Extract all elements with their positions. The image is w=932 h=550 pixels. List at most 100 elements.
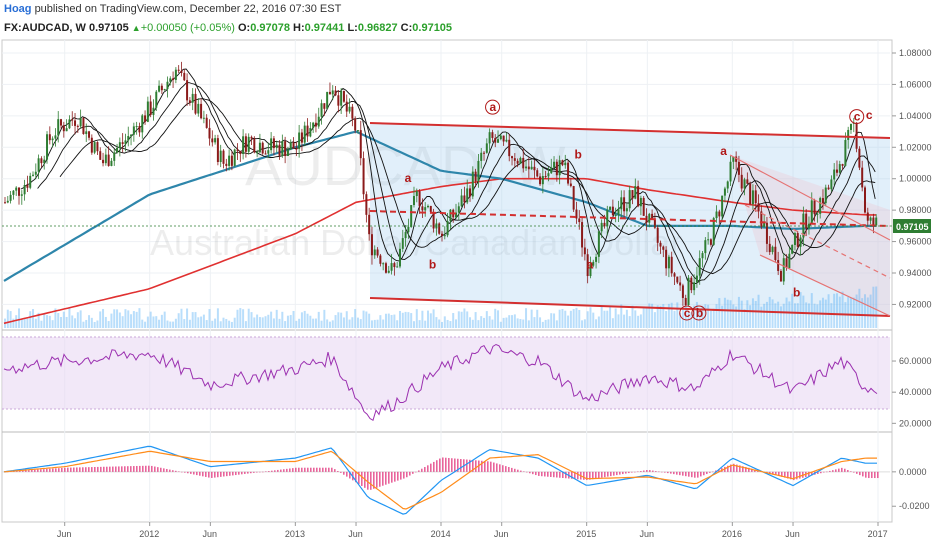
volume-bar bbox=[116, 309, 119, 328]
candle-body bbox=[426, 205, 429, 208]
candle-body bbox=[628, 190, 631, 209]
volume-bar bbox=[188, 319, 191, 328]
volume-bar bbox=[12, 318, 15, 328]
macd-hist-bar bbox=[556, 471, 558, 478]
volume-bar bbox=[314, 318, 317, 328]
candle-body bbox=[292, 142, 295, 149]
volume-bar bbox=[600, 306, 603, 328]
candle-body bbox=[429, 205, 432, 212]
channel-upper-line[interactable] bbox=[369, 122, 891, 139]
time-tick-label: Jun bbox=[494, 529, 509, 539]
macd-hist-bar bbox=[730, 464, 732, 472]
candle-body bbox=[356, 130, 359, 132]
volume-bar bbox=[281, 311, 284, 328]
candle-body bbox=[135, 126, 138, 128]
volume-bars bbox=[4, 286, 878, 328]
candle-body bbox=[611, 206, 614, 216]
macd-hist-bar bbox=[154, 466, 156, 472]
volume-bar bbox=[631, 305, 634, 328]
candle-body bbox=[679, 282, 682, 286]
candle-body bbox=[558, 160, 561, 176]
macd-hist-bar bbox=[727, 465, 729, 472]
candle-body bbox=[183, 72, 186, 81]
volume-bar bbox=[508, 315, 511, 328]
candle-body bbox=[763, 222, 766, 227]
candle-body bbox=[709, 239, 712, 245]
volume-bar bbox=[96, 320, 99, 328]
candle-body bbox=[116, 147, 119, 153]
macd-hist-bar bbox=[391, 471, 393, 483]
volume-bar bbox=[295, 320, 298, 328]
macd-hist-bar bbox=[514, 468, 516, 472]
wedge-lower-line[interactable] bbox=[759, 254, 891, 317]
wave-label: c bbox=[854, 110, 861, 124]
volume-bar bbox=[774, 303, 777, 328]
candle-body bbox=[418, 191, 421, 207]
volume-bar bbox=[174, 318, 177, 328]
macd-hist-bar bbox=[250, 471, 252, 474]
macd-hist-bar bbox=[244, 471, 246, 474]
volume-bar bbox=[421, 310, 424, 328]
macd-hist-bar bbox=[187, 471, 189, 474]
macd-hist-bar bbox=[535, 471, 537, 476]
candle-body bbox=[155, 91, 158, 108]
rsi-tick-label: 20.0000 bbox=[899, 418, 932, 428]
candle-body bbox=[516, 160, 519, 164]
macd-hist-bar bbox=[181, 471, 183, 473]
channel-lower-line[interactable] bbox=[369, 297, 891, 317]
macd-hist-bar bbox=[406, 471, 408, 478]
macd-hist-bar bbox=[358, 471, 360, 485]
macd-hist-bar bbox=[313, 467, 315, 472]
macd-hist-bar bbox=[748, 467, 750, 472]
volume-bar bbox=[737, 296, 740, 328]
candle-body bbox=[547, 173, 550, 177]
volume-bar bbox=[536, 309, 539, 328]
candle-body bbox=[824, 187, 827, 204]
candle-body bbox=[158, 85, 161, 92]
macd-hist-bar bbox=[79, 467, 81, 472]
volume-bar bbox=[298, 318, 301, 328]
volume-bar bbox=[519, 319, 522, 328]
macd-hist-bar bbox=[37, 469, 39, 472]
wedge-mid-line[interactable] bbox=[744, 204, 891, 279]
candle-body bbox=[597, 231, 600, 257]
volume-bar bbox=[455, 319, 458, 328]
macd-hist-bar bbox=[784, 471, 786, 478]
volume-bar bbox=[40, 320, 43, 328]
candle-body bbox=[457, 206, 460, 213]
volume-bar bbox=[88, 315, 91, 328]
volume-bar bbox=[410, 313, 413, 328]
candle-body bbox=[443, 235, 446, 237]
volume-bar bbox=[202, 314, 205, 328]
macd-hist-bar bbox=[412, 471, 414, 474]
candle-body bbox=[387, 270, 390, 273]
candle-body bbox=[376, 249, 379, 256]
candle-body bbox=[690, 277, 693, 291]
volume-bar bbox=[469, 317, 472, 328]
candle-body bbox=[648, 213, 651, 223]
candle-body bbox=[715, 211, 718, 219]
macd-hist-bar bbox=[838, 468, 840, 472]
volume-bar bbox=[118, 312, 121, 328]
volume-bar bbox=[93, 321, 96, 328]
macd-hist-bar bbox=[334, 469, 336, 472]
volume-bar bbox=[396, 320, 399, 328]
candle-body bbox=[421, 206, 424, 211]
volume-bar bbox=[833, 293, 836, 328]
volume-bar bbox=[356, 317, 359, 328]
macd-hist-bar bbox=[424, 467, 426, 472]
candle-body bbox=[348, 106, 351, 112]
macd-hist-bar bbox=[751, 468, 753, 472]
time-tick-label: Jun bbox=[203, 529, 218, 539]
volume-bar bbox=[132, 311, 135, 328]
volume-bar bbox=[648, 303, 651, 328]
volume-bar bbox=[810, 293, 813, 328]
volume-bar bbox=[457, 311, 460, 328]
macd-hist-bar bbox=[691, 471, 693, 478]
volume-bar bbox=[483, 317, 486, 328]
macd-hist-bar bbox=[58, 468, 60, 472]
channel-mid-line[interactable] bbox=[369, 210, 891, 227]
author-name[interactable]: Hoag bbox=[4, 3, 32, 15]
candle-body bbox=[737, 161, 740, 175]
